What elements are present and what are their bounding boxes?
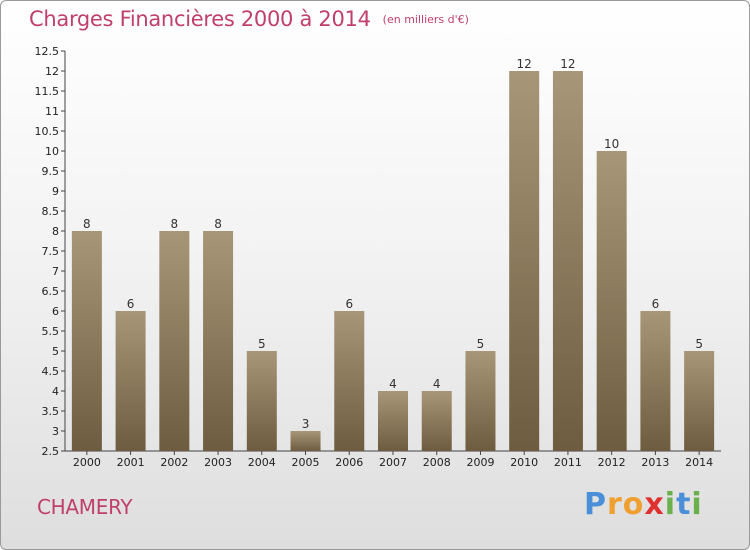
logo-letter: t (676, 487, 692, 522)
x-tick-label: 2002 (160, 456, 188, 469)
data-label: 8 (83, 217, 91, 231)
y-tick-label: 6.5 (42, 285, 60, 298)
x-tick-label: 2013 (641, 456, 669, 469)
data-labels: 8 6 8 8 5 3 6 4 4 5 12 12 10 6 5 (83, 57, 703, 431)
x-tick-label: 2006 (335, 456, 363, 469)
x-tick-label: 2014 (685, 456, 713, 469)
y-tick-label: 5 (52, 345, 59, 358)
bar (203, 231, 234, 451)
data-label: 4 (389, 377, 397, 391)
bar (552, 71, 583, 451)
y-tick-label: 5.5 (42, 325, 60, 338)
data-label: 3 (302, 417, 310, 431)
y-tick-label: 11.5 (35, 85, 60, 98)
data-label: 5 (477, 337, 485, 351)
x-tick-label: 2012 (598, 456, 626, 469)
y-tick-label: 7.5 (42, 245, 60, 258)
chart-title: Charges Financières 2000 à 2014 (en milli… (29, 7, 469, 31)
bar (640, 311, 671, 451)
data-label: 8 (171, 217, 179, 231)
y-tick-label: 3.5 (42, 405, 60, 418)
y-tick-label: 11 (45, 105, 59, 118)
y-tick-label: 12 (45, 65, 59, 78)
x-tick-label: 2009 (466, 456, 494, 469)
y-tick-label: 10 (45, 145, 59, 158)
data-label: 8 (214, 217, 222, 231)
logo-letter: o (622, 487, 645, 522)
bar (159, 231, 190, 451)
logo-letter: x (644, 487, 665, 522)
bar (596, 151, 627, 451)
x-tick-label: 2000 (73, 456, 101, 469)
bar (334, 311, 365, 451)
proxiti-logo: Proxiti (584, 487, 703, 522)
bar (246, 351, 277, 451)
unit-text: (en milliers d'€) (382, 13, 469, 26)
x-tick-label: 2007 (379, 456, 407, 469)
x-tick-label: 2005 (292, 456, 320, 469)
y-tick-label: 6 (52, 305, 59, 318)
data-label: 6 (652, 297, 660, 311)
x-tick-label: 2003 (204, 456, 232, 469)
logo-letter: r (607, 487, 623, 522)
logo-letter: i (664, 487, 677, 522)
data-label: 5 (258, 337, 266, 351)
data-label: 4 (433, 377, 441, 391)
y-tick-label: 9.5 (42, 165, 60, 178)
bar (465, 351, 496, 451)
title-text: Charges Financières 2000 à 2014 (29, 7, 371, 31)
y-tick-label: 10.5 (35, 125, 60, 138)
y-tick-label: 2.5 (42, 445, 60, 458)
x-axis: 2000 2001 2002 2003 2004 2005 2006 2007 2008 2009… (65, 450, 721, 469)
logo-letter: i (691, 487, 703, 522)
bar (115, 311, 146, 451)
x-tick-label: 2004 (248, 456, 276, 469)
bars (71, 71, 715, 451)
bar (71, 231, 102, 451)
y-axis: 2.5 3 3.5 4 4.5 5 5.5 6 6.5 7 7.5 8 8.5 9 9.5 10 10.5 11 1… (35, 45, 66, 458)
y-tick-label: 8 (52, 225, 59, 238)
y-tick-label: 8.5 (42, 205, 60, 218)
logo-letter: P (584, 487, 607, 522)
y-tick-label: 4.5 (42, 365, 60, 378)
y-tick-label: 3 (52, 425, 59, 438)
bar (684, 351, 715, 451)
data-label: 5 (695, 337, 703, 351)
bar (378, 391, 408, 451)
commune-name: CHAMERY (37, 495, 133, 519)
x-tick-label: 2011 (554, 456, 582, 469)
x-tick-label: 2001 (117, 456, 145, 469)
y-tick-label: 4 (52, 385, 59, 398)
y-tick-label: 7 (52, 265, 59, 278)
data-label: 6 (127, 297, 135, 311)
data-label: 10 (604, 137, 619, 151)
bar (290, 431, 321, 451)
y-tick-label: 12.5 (35, 45, 60, 58)
bar (421, 391, 452, 451)
bar (509, 71, 540, 451)
data-label: 12 (517, 57, 532, 71)
x-tick-label: 2008 (423, 456, 451, 469)
y-tick-label: 9 (52, 185, 59, 198)
data-label: 12 (560, 57, 575, 71)
x-tick-label: 2010 (510, 456, 538, 469)
data-label: 6 (345, 297, 353, 311)
